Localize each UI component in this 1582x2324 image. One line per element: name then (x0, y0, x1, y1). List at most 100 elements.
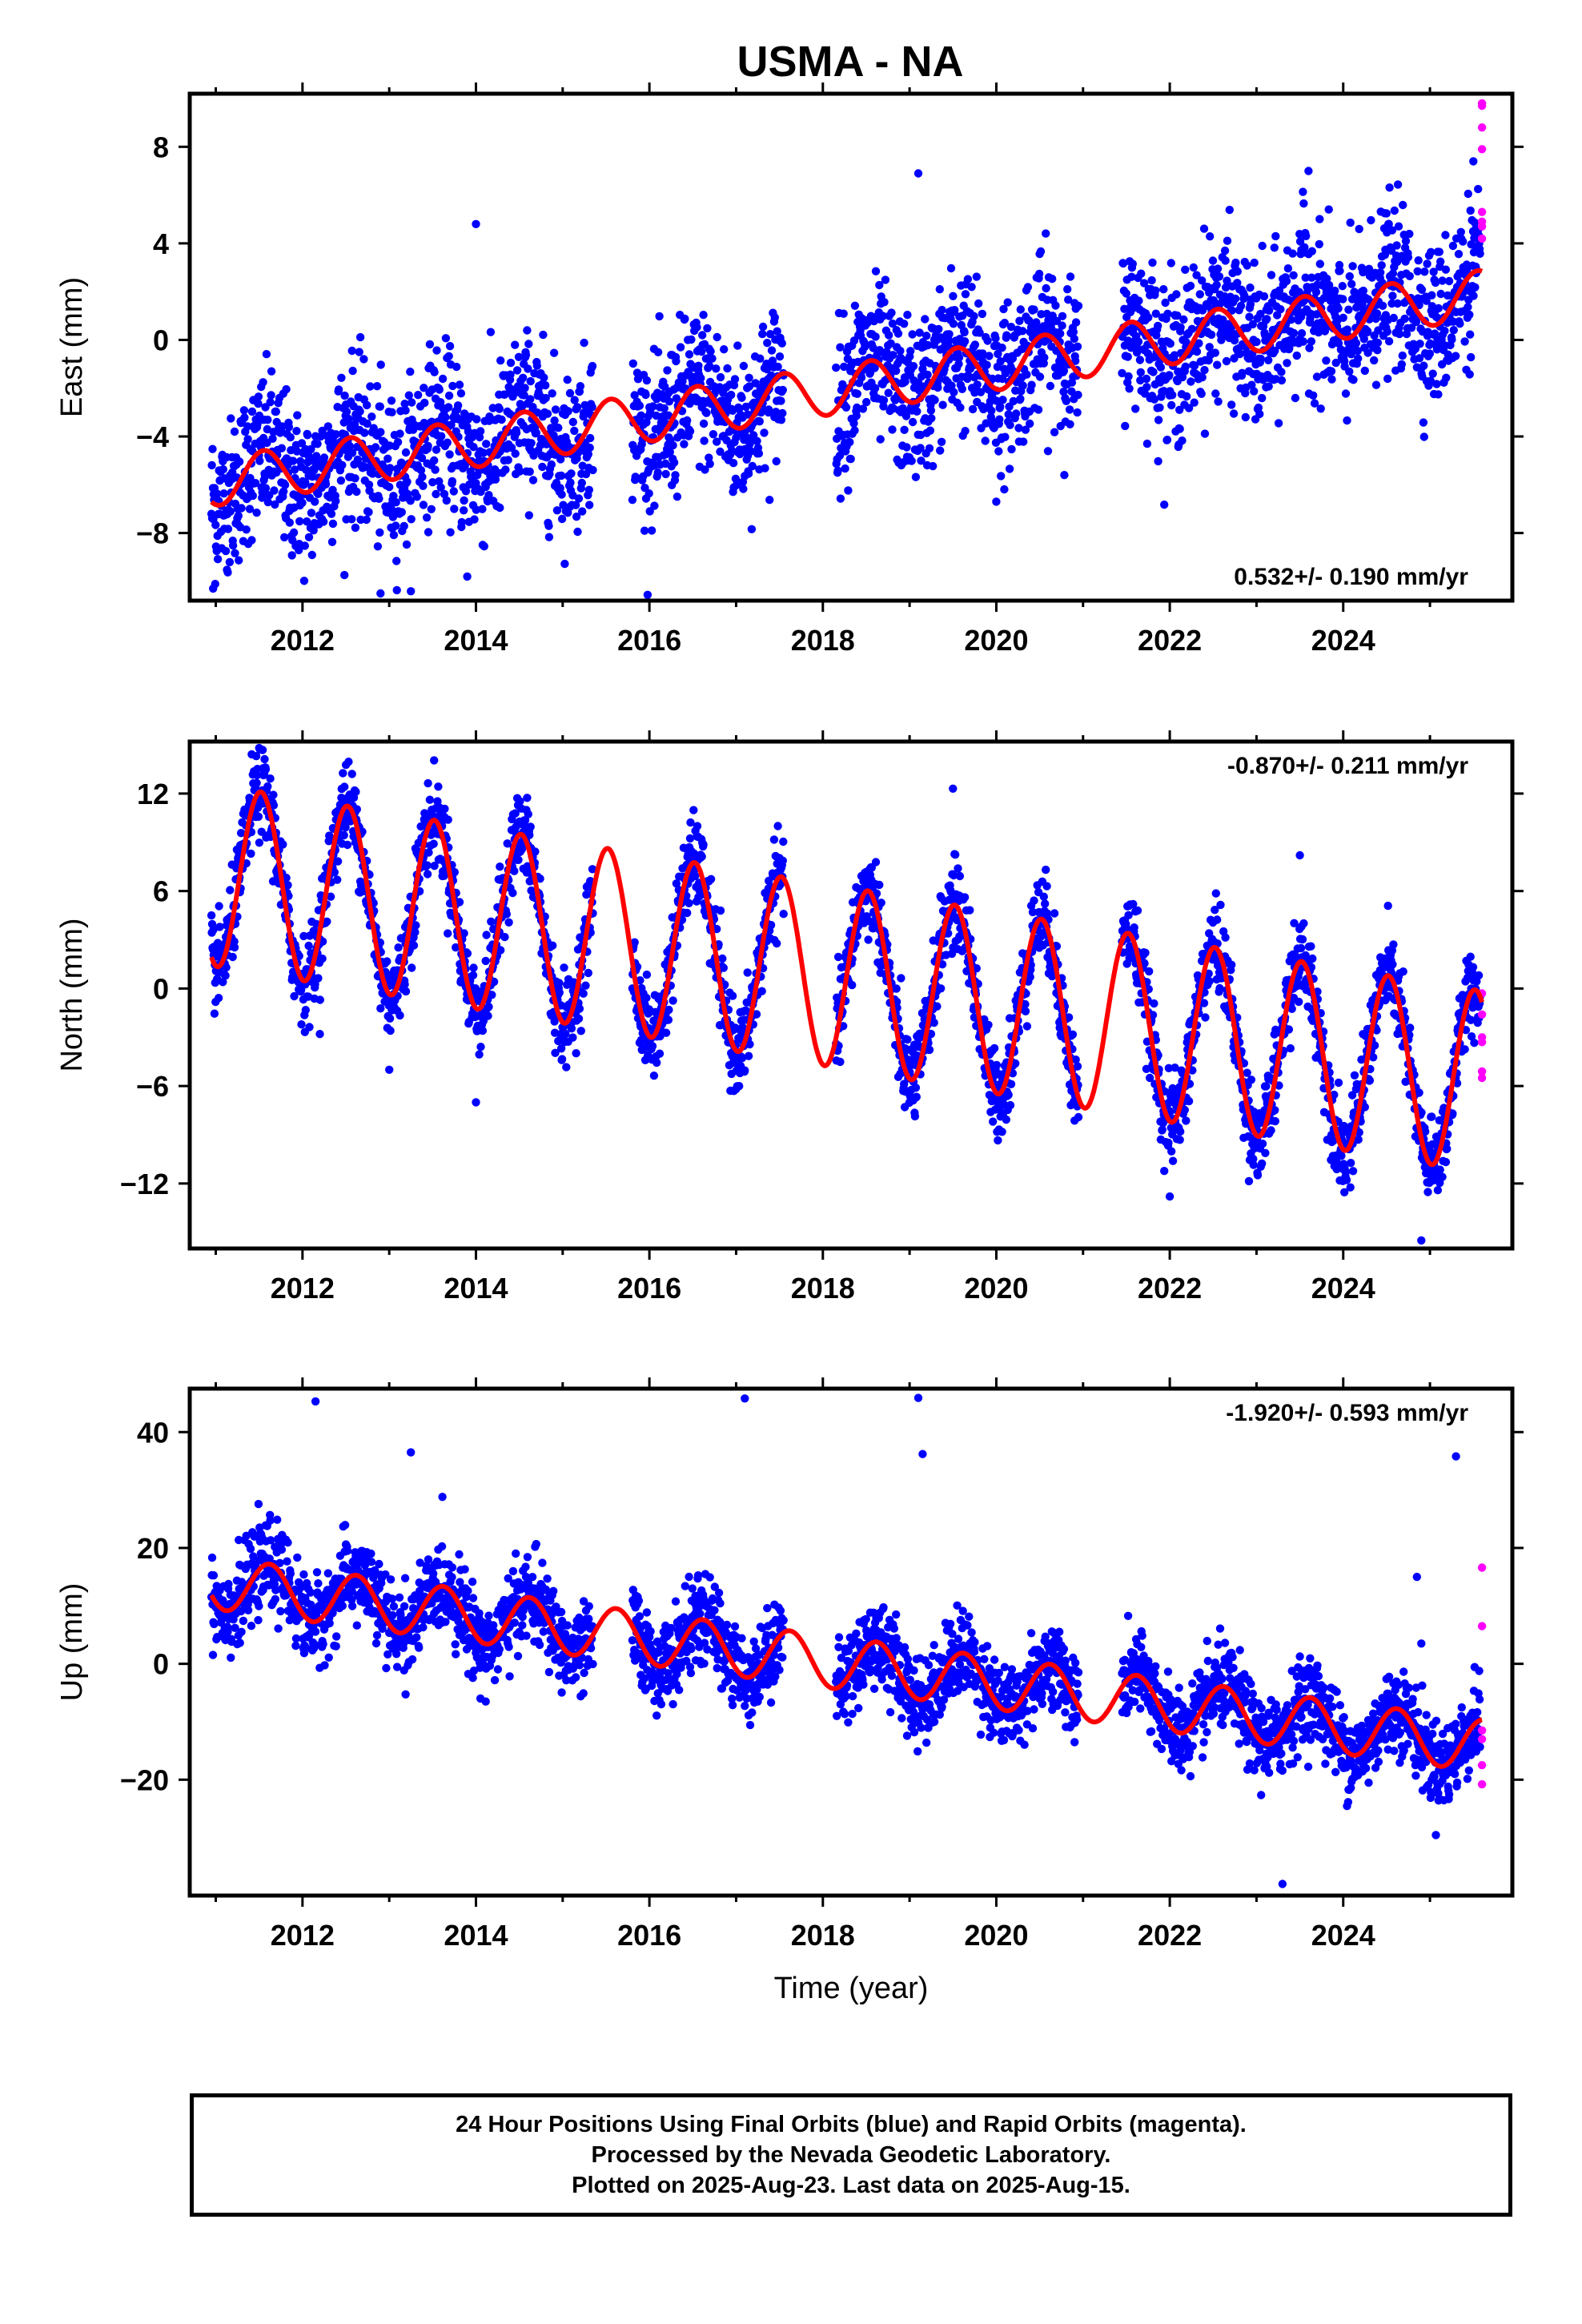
data-point (900, 320, 909, 328)
data-point (1136, 368, 1146, 377)
data-point (351, 787, 360, 796)
data-point (581, 469, 591, 479)
data-point (1334, 304, 1343, 313)
data-point (689, 806, 698, 814)
data-point (412, 493, 421, 501)
data-point (706, 875, 716, 884)
data-point (1190, 398, 1199, 407)
data-point (279, 840, 287, 849)
data-point (705, 460, 714, 468)
data-point (1459, 237, 1468, 246)
data-point (307, 550, 316, 560)
data-point (1301, 273, 1310, 282)
data-point (1469, 157, 1478, 166)
data-point (1043, 447, 1053, 456)
data-point (469, 963, 478, 972)
data-point (422, 513, 432, 522)
data-point (363, 419, 371, 428)
data-point (1387, 226, 1397, 235)
data-point (893, 329, 903, 338)
data-point (1140, 389, 1150, 398)
data-point (1026, 419, 1034, 428)
data-point (1311, 287, 1321, 296)
data-point (1035, 372, 1045, 381)
data-point (765, 405, 773, 414)
x-tick-label: 2016 (617, 624, 681, 657)
data-point (917, 456, 926, 465)
data-point (570, 426, 579, 436)
data-point (472, 219, 480, 228)
data-point (532, 361, 541, 370)
data-point (685, 350, 694, 359)
data-point (1327, 375, 1336, 384)
data-point (777, 396, 785, 405)
data-point (1419, 418, 1428, 427)
data-point (1460, 337, 1469, 346)
data-point (950, 388, 958, 396)
data-point (1276, 305, 1285, 314)
data-point (552, 506, 562, 515)
data-point (292, 427, 301, 436)
data-point (909, 362, 918, 371)
data-point (1127, 272, 1136, 281)
data-point (693, 323, 701, 332)
data-point (560, 963, 568, 972)
data-point (930, 1018, 938, 1027)
data-point (1442, 373, 1451, 382)
data-point (911, 1084, 921, 1092)
data-point (1422, 296, 1431, 305)
data-point (1465, 310, 1474, 320)
data-point (1264, 382, 1273, 391)
data-point (1285, 344, 1294, 352)
data-point (882, 348, 891, 356)
data-point (954, 360, 963, 368)
data-point (1347, 279, 1356, 288)
data-point (1427, 247, 1435, 256)
data-point (1051, 301, 1060, 310)
data-point (1052, 316, 1062, 325)
data-point (1214, 397, 1223, 406)
data-point (292, 447, 302, 456)
data-point (482, 931, 491, 939)
data-point (1322, 356, 1331, 365)
data-point (1223, 276, 1231, 285)
data-point (327, 509, 336, 518)
data-point (632, 368, 642, 377)
data-point (1168, 391, 1177, 400)
data-point (234, 511, 243, 521)
data-point (397, 508, 406, 517)
data-point (297, 439, 307, 448)
data-point (640, 526, 649, 535)
data-point (549, 348, 559, 357)
data-point (1012, 409, 1021, 418)
data-point (954, 353, 964, 362)
data-point (1367, 215, 1375, 225)
data-point (1436, 289, 1445, 299)
data-point (367, 412, 376, 421)
data-point (1238, 368, 1247, 377)
data-point (892, 366, 901, 376)
data-point (963, 275, 973, 283)
data-point (922, 332, 931, 340)
data-point (1384, 219, 1393, 228)
data-point (1425, 349, 1435, 358)
data-point (1245, 312, 1254, 321)
data-point (650, 501, 659, 510)
data-point (255, 456, 264, 465)
data-point (1287, 316, 1295, 324)
data-point (514, 352, 524, 361)
data-point (472, 505, 480, 514)
x-tick-label: 2022 (1138, 624, 1202, 657)
data-point (221, 971, 230, 980)
data-point (1206, 232, 1215, 241)
data-point (1470, 218, 1480, 227)
data-point (1211, 348, 1220, 357)
data-point (363, 400, 371, 410)
data-point (455, 380, 464, 389)
data-point (958, 384, 967, 393)
rapid-point (1477, 222, 1487, 231)
data-point (992, 1060, 1002, 1070)
data-point (1073, 342, 1082, 351)
data-point (950, 306, 959, 315)
data-point (532, 428, 540, 437)
